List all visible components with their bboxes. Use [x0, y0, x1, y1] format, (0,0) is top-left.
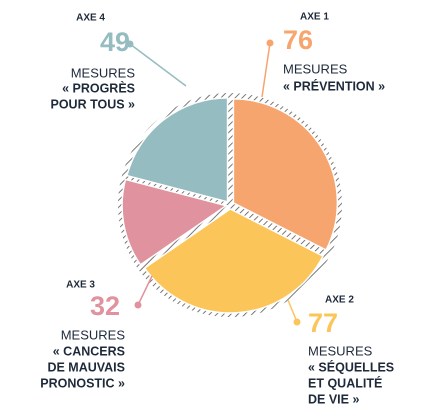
category-label: « PROGRÈS	[62, 80, 135, 95]
value-caption: MESURES	[71, 65, 136, 80]
category-label: « CANCERS	[53, 344, 125, 358]
leader-dot	[126, 40, 134, 48]
axis-label: AXE 3	[66, 280, 95, 291]
value-label: 76	[283, 25, 313, 55]
leader-dot	[266, 39, 274, 47]
leader-line	[287, 299, 298, 323]
pie-slice	[121, 178, 228, 266]
value-label: 77	[308, 308, 338, 338]
leader-line	[261, 42, 271, 98]
category-label: ET QUALITÉ	[308, 375, 382, 390]
category-label: « PRÉVENTION »	[283, 78, 385, 93]
pie-slice	[126, 97, 229, 203]
category-label: DE MAUVAIS	[47, 360, 125, 374]
category-label: DE VIE »	[308, 392, 359, 406]
value-caption: MESURES	[61, 327, 126, 342]
axis-label: AXE 1	[300, 12, 329, 23]
pie-slice	[143, 208, 325, 314]
category-label: POUR TOUS »	[50, 97, 135, 111]
value-label: 49	[100, 27, 130, 57]
category-label: « SÉQUELLES	[308, 359, 394, 374]
leader-dot	[293, 318, 301, 326]
value-caption: MESURES	[283, 61, 348, 76]
leader-line	[137, 275, 153, 306]
axis-label: AXE 2	[325, 295, 354, 306]
category-label: PRONOSTIC »	[40, 376, 125, 390]
leader-line	[129, 43, 187, 87]
leader-dot	[134, 301, 142, 309]
pie-slice	[232, 98, 339, 252]
axis-label: AXE 4	[76, 13, 105, 24]
value-label: 32	[90, 291, 120, 321]
value-caption: MESURES	[308, 343, 373, 358]
